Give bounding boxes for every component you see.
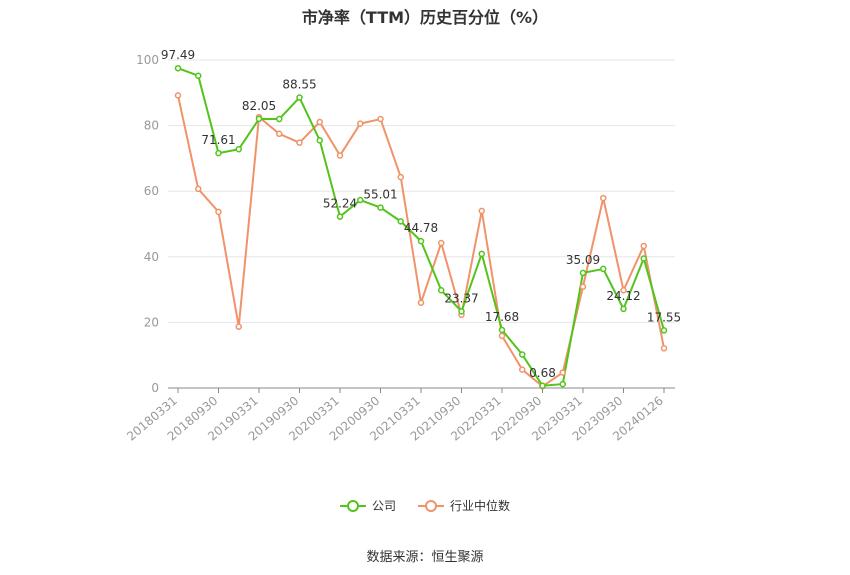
data-point: [640, 242, 647, 250]
data-point: [458, 308, 465, 315]
data-point: [600, 265, 607, 273]
data-point: [316, 137, 323, 144]
data-label: 82.05: [242, 99, 276, 113]
data-label: 88.55: [282, 78, 316, 92]
data-point: [559, 369, 566, 376]
grid-lines: [168, 59, 675, 323]
data-point: [357, 196, 364, 204]
y-tick-label: 0: [151, 381, 159, 395]
data-point: [215, 149, 222, 157]
data-point: [438, 239, 445, 247]
data-point: [316, 118, 323, 126]
data-point: [255, 115, 263, 123]
legend-swatch-industry-median: [418, 499, 444, 512]
data-point: [336, 152, 344, 159]
data-point: [498, 332, 506, 340]
data-label: 24.12: [606, 289, 640, 303]
y-tick-label: 60: [144, 184, 159, 198]
data-label: 71.61: [201, 133, 235, 147]
legend: 公司 行业中位数: [0, 497, 850, 514]
source-note: 数据来源：恒生聚源: [366, 550, 484, 565]
data-point: [478, 207, 485, 215]
data-point: [620, 305, 627, 313]
data-point: [174, 64, 182, 72]
data-point: [559, 380, 566, 388]
data-point: [195, 185, 202, 193]
data-point: [235, 323, 242, 330]
data-point: [215, 208, 222, 216]
data-point: [417, 299, 425, 306]
data-point: [276, 115, 283, 123]
legend-label-industry-median: 行业中位数: [450, 499, 511, 513]
data-label: 97.49: [161, 48, 195, 62]
data-point: [357, 120, 364, 127]
y-tick-label: 100: [136, 53, 159, 67]
data-points: [174, 64, 668, 390]
data-point: [235, 145, 242, 153]
data-label: 44.78: [404, 221, 438, 235]
legend-item-industry-median[interactable]: 行业中位数: [418, 497, 510, 514]
data-point: [195, 72, 202, 79]
data-label: 0.68: [529, 366, 556, 380]
data-point: [620, 287, 627, 294]
data-label: 35.09: [566, 253, 600, 267]
data-label: 52.24: [323, 197, 357, 211]
data-label: 17.68: [485, 310, 519, 324]
data-point: [296, 94, 303, 101]
data-point: [377, 204, 384, 211]
data-label: 55.01: [363, 188, 397, 202]
y-tick-label: 80: [144, 119, 159, 133]
data-point: [397, 173, 404, 181]
chart-title: 市净率（TTM）历史百分位（%）: [301, 8, 549, 27]
data-point: [579, 283, 587, 290]
data-point: [174, 92, 182, 99]
data-point: [539, 382, 546, 390]
legend-swatch-company: [339, 499, 366, 512]
data-label: 17.55: [647, 310, 681, 324]
data-point: [397, 218, 404, 225]
data-labels: 97.49 71.61 82.05 88.55 52.24 55.01 44.78 23.37…: [161, 48, 681, 380]
data-point: [660, 327, 668, 334]
data-point: [438, 287, 445, 294]
data-point: [660, 345, 668, 352]
data-point: [498, 326, 506, 334]
data-point: [377, 115, 384, 123]
data-point: [519, 366, 526, 373]
data-point: [478, 250, 485, 258]
data-point: [276, 130, 283, 138]
y-tick-label: 20: [144, 315, 159, 329]
legend-item-company[interactable]: 公司: [339, 497, 396, 514]
data-point: [336, 213, 344, 220]
data-point: [600, 194, 607, 202]
data-point: [579, 269, 587, 277]
data-point: [296, 139, 303, 146]
data-point: [640, 255, 647, 262]
data-point: [417, 237, 425, 245]
y-tick-label: 40: [144, 250, 159, 264]
legend-label-company: 公司: [371, 499, 396, 513]
data-point: [519, 351, 526, 358]
data-label: 23.37: [444, 291, 478, 305]
